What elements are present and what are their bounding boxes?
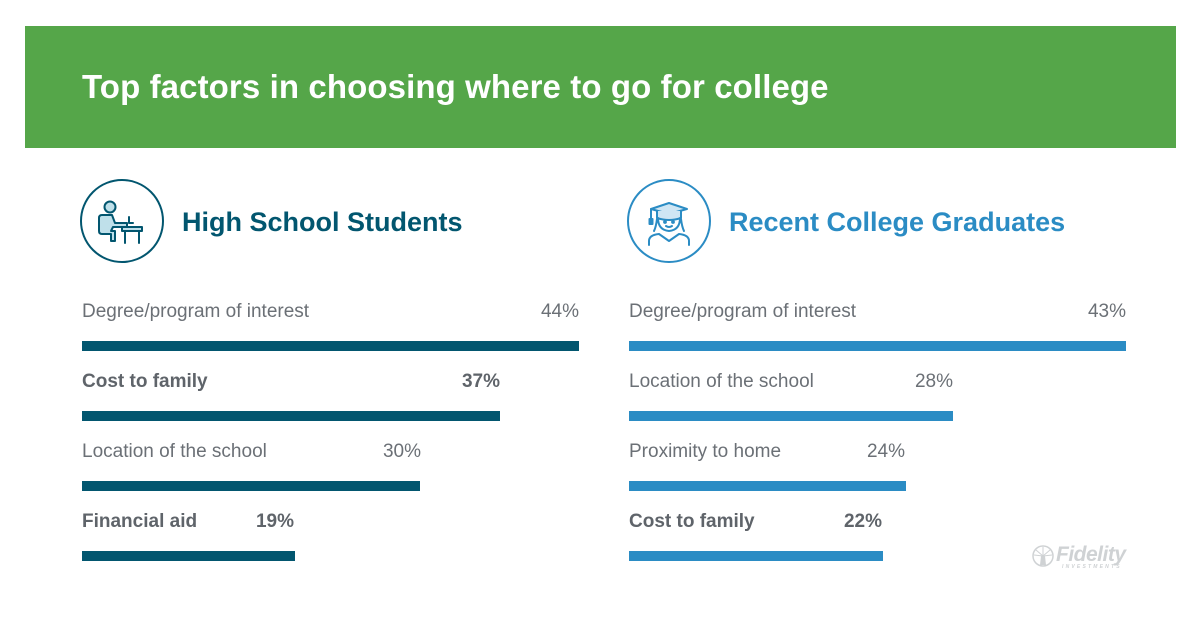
bar [82,341,579,351]
bar-value: 37% [461,371,500,392]
bar-row: Location of the school 28% [629,371,1129,441]
bar-list: Degree/program of interest 43% Location … [629,301,1129,581]
bar-value: 44% [540,301,579,322]
bar-value: 24% [866,441,905,462]
graduate-cap-icon [627,179,711,263]
panel-header: High School Students [80,178,600,268]
bar-value: 28% [914,371,953,392]
bar-value: 30% [382,441,421,462]
bar [82,411,500,421]
bar-list: Degree/program of interest 44% Cost to f… [82,301,582,581]
page-title: Top factors in choosing where to go for … [82,68,829,105]
logo-wordmark: Fidelity [1056,543,1126,566]
title-banner: Top factors in choosing where to go for … [25,26,1176,148]
student-at-desk-icon [80,179,164,263]
bar [82,551,295,561]
fidelity-logo: Fidelity INVESTMENTS [1032,543,1142,571]
bar [629,341,1126,351]
bar-row: Degree/program of interest 43% [629,301,1129,371]
bar-row: Financial aid 19% [82,511,582,581]
bar-row: Degree/program of interest 44% [82,301,582,371]
bar-label: Degree/program of interest [82,301,310,322]
panel-high-school-students: High School Students Degree/program of i… [80,178,600,561]
bar-row: Location of the school 30% [82,441,582,511]
logo-subtitle: INVESTMENTS [1062,564,1122,570]
bar-value: 19% [255,511,294,532]
bar-label: Financial aid [82,511,198,532]
bar-row: Cost to family 22% [629,511,1129,581]
panel-recent-college-graduates: Recent College Graduates Degree/program … [627,178,1147,561]
bar-row: Proximity to home 24% [629,441,1129,511]
panel-header: Recent College Graduates [627,178,1147,268]
bar-label: Proximity to home [629,441,782,462]
bar-label: Cost to family [629,511,755,532]
bar-label: Location of the school [629,371,814,392]
bar-value: 43% [1087,301,1126,322]
bar [82,481,420,491]
bar-value: 22% [843,511,882,532]
bar-row: Cost to family 37% [82,371,582,441]
fidelity-pyramid-icon [1032,545,1054,567]
bar [629,411,953,421]
bar [629,481,906,491]
bar [629,551,883,561]
bar-label: Cost to family [82,371,208,392]
panel-title: High School Students [182,207,463,237]
bar-label: Location of the school [82,441,267,462]
bar-label: Degree/program of interest [629,301,857,322]
panel-title: Recent College Graduates [729,207,1066,237]
